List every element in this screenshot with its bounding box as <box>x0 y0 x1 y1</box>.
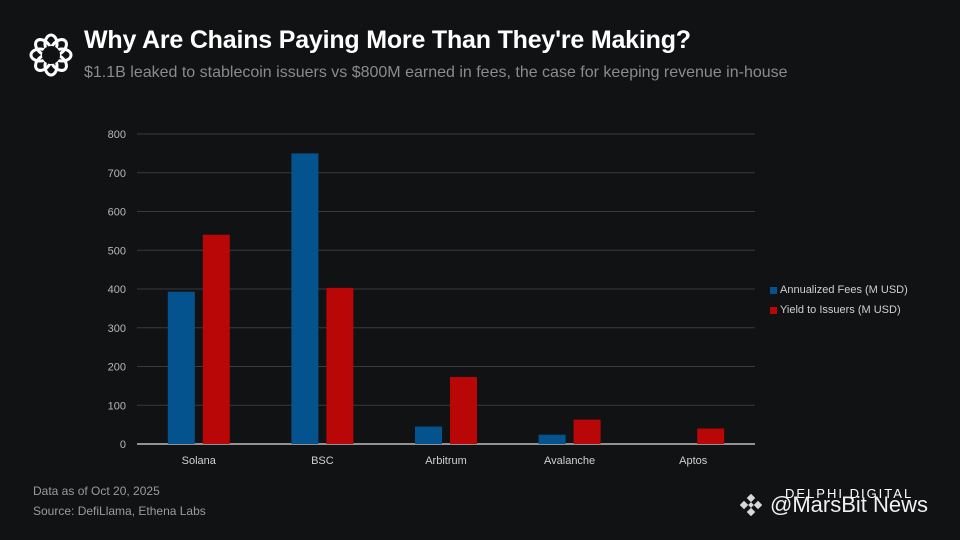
bar-yield-bsc <box>326 287 354 444</box>
x-category-label: Solana <box>182 455 217 467</box>
y-tick-label: 200 <box>108 362 126 374</box>
legend-label-yield: Yield to Issuers (M USD) <box>780 304 901 316</box>
bar-fees-bsc <box>291 153 319 444</box>
watermark-handle: @MarsBit News <box>770 492 929 517</box>
legend-item-yield: Yield to Issuers (M USD) <box>770 300 908 320</box>
bar-yield-aptos <box>697 428 725 444</box>
x-category-label: Aptos <box>679 455 708 467</box>
bar-fees-arbitrum <box>415 426 442 444</box>
y-tick-label: 700 <box>108 168 126 180</box>
bar-fees-avalanche <box>538 434 566 444</box>
y-tick-label: 300 <box>108 323 126 335</box>
x-category-label: Avalanche <box>544 455 595 467</box>
legend-swatch-yield <box>770 306 777 314</box>
chart-title: Why Are Chains Paying More Than They're … <box>84 26 691 54</box>
watermark-brand: DELPHI DIGITAL <box>785 486 914 501</box>
y-tick-label: 600 <box>108 207 126 219</box>
watermark: @MarsBit News DELPHI DIGITAL <box>740 486 929 518</box>
source-note: Source: DefiLlama, Ethena Labs <box>33 504 206 518</box>
y-tick-label: 100 <box>108 400 126 412</box>
x-category-label: Arbitrum <box>425 455 467 467</box>
legend: Annualized Fees (M USD) Yield to Issuers… <box>770 280 908 320</box>
x-category-label: BSC <box>311 455 334 467</box>
bar-yield-arbitrum <box>450 376 477 444</box>
y-tick-label: 0 <box>120 439 126 451</box>
y-tick-label: 500 <box>108 245 126 257</box>
legend-label-fees: Annualized Fees (M USD) <box>780 284 908 296</box>
chart-subtitle: $1.1B leaked to stablecoin issuers vs $8… <box>84 64 788 81</box>
delphi-logo-icon <box>29 33 73 77</box>
binance-icon <box>740 494 762 516</box>
bar-yield-solana <box>202 234 230 444</box>
legend-item-fees: Annualized Fees (M USD) <box>770 280 908 300</box>
legend-swatch-fees <box>770 286 777 294</box>
y-tick-label: 400 <box>108 284 126 296</box>
y-tick-label: 800 <box>108 129 126 141</box>
bar-yield-avalanche <box>573 419 601 444</box>
data-date-note: Data as of Oct 20, 2025 <box>33 484 160 498</box>
bar-fees-solana <box>167 291 195 444</box>
footer-notes: Data as of Oct 20, 2025 Source: DefiLlam… <box>33 481 206 521</box>
